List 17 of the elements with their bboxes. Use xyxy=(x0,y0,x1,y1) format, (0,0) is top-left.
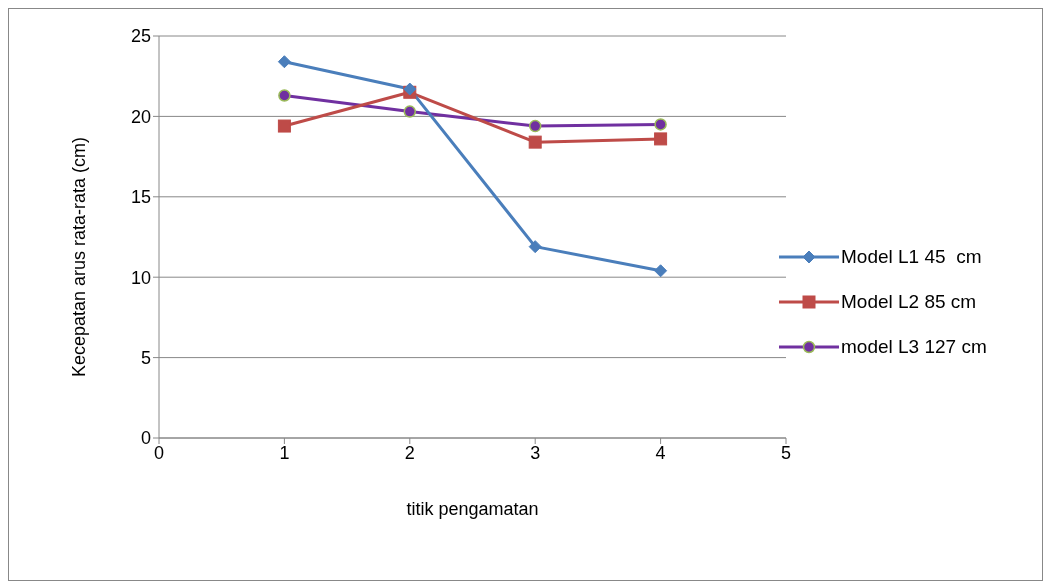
x-tick-label: 4 xyxy=(655,442,666,463)
y-tick-label: 10 xyxy=(130,267,151,288)
legend-label: Model L2 85 cm xyxy=(841,290,977,313)
legend-label: model L3 127 cm xyxy=(841,335,987,358)
y-tick-label: 5 xyxy=(140,347,151,368)
x-tick-label: 5 xyxy=(780,442,792,463)
y-axis-title: Kecepatan arus rata-rata (cm) xyxy=(69,136,90,377)
x-axis-title: titik pengamatan xyxy=(406,499,539,519)
y-tick-label: 15 xyxy=(130,187,151,208)
y-tick-label: 20 xyxy=(130,106,151,127)
legend-label: Model L1 45 cm xyxy=(841,245,982,268)
y-tick-label: 25 xyxy=(130,26,151,47)
y-tick-label: 0 xyxy=(140,428,151,449)
x-tick-label: 0 xyxy=(153,442,165,463)
x-tick-label: 3 xyxy=(530,442,541,463)
x-tick-label: 2 xyxy=(404,442,415,463)
x-tick-label: 1 xyxy=(279,442,290,463)
